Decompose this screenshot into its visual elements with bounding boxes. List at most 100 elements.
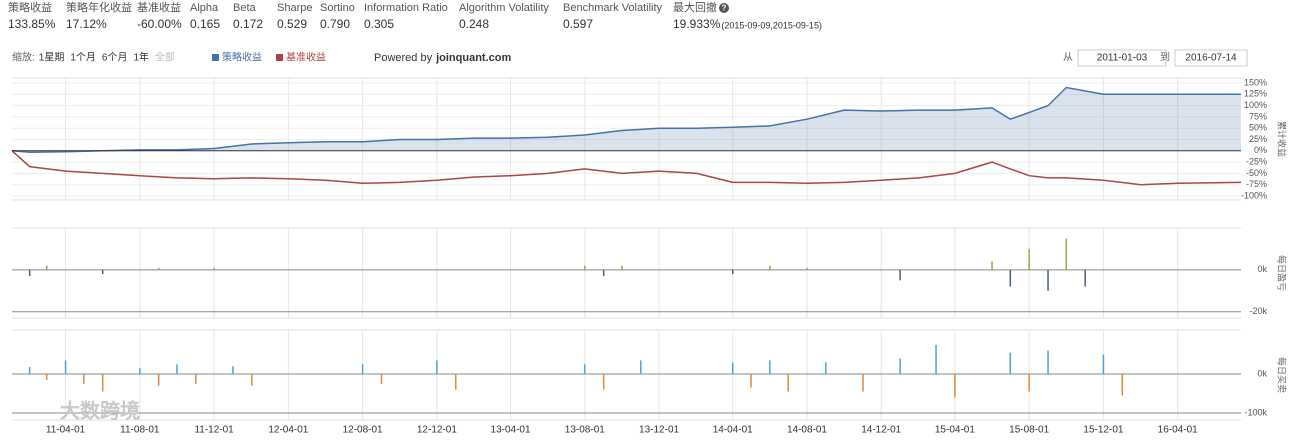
bar <box>1028 374 1030 392</box>
line <box>11 150 1242 186</box>
zoom-option[interactable]: 1星期 <box>39 52 65 64</box>
bar <box>455 374 457 390</box>
metric-value: 17.12% <box>66 17 107 31</box>
bar <box>787 374 789 392</box>
to-label: 到 <box>1160 52 1170 64</box>
y-tick-label: -100k <box>1244 407 1267 417</box>
bar <box>101 269 104 275</box>
bar <box>602 374 605 390</box>
bar <box>899 358 901 375</box>
from-date[interactable]: 2011-01-03 <box>1097 53 1148 64</box>
metric-value: 0.172 <box>233 17 263 31</box>
metric-value: 133.85% <box>8 17 56 31</box>
bar <box>1084 269 1086 287</box>
x-tick-label: 12-08-01 <box>343 425 383 436</box>
powered-by: Powered by <box>374 52 433 64</box>
y-tick-label: 0k <box>1257 264 1267 274</box>
x-tick-label: 11-08-01 <box>120 425 160 436</box>
bar <box>157 267 160 270</box>
bar <box>436 360 438 375</box>
bar <box>45 374 48 380</box>
bar <box>935 344 937 375</box>
x-tick-label: 12-04-01 <box>268 425 308 436</box>
bar <box>176 364 178 375</box>
metric-label: Algorithm Volatility <box>459 2 549 14</box>
metric-label: Alpha <box>190 2 219 14</box>
y-tick-label: -75% <box>1246 179 1267 189</box>
x-tick-label: 15-12-01 <box>1083 425 1123 436</box>
bar <box>862 374 864 392</box>
metric-value: 0.305 <box>364 17 394 31</box>
bar <box>1009 352 1012 375</box>
zoom-option[interactable]: 6个月 <box>102 52 128 64</box>
bar <box>899 269 901 281</box>
y-axis-title: 每日盈亏 <box>1277 255 1288 291</box>
bar <box>1047 269 1049 291</box>
bar <box>769 360 771 375</box>
x-tick-label: 16-04-01 <box>1158 425 1198 436</box>
powered-site: joinquant.com <box>435 52 511 64</box>
bar <box>195 374 197 384</box>
x-tick-label: 14-04-01 <box>713 425 753 436</box>
metric-period: (2015-09-09,2015-09-15) <box>721 20 822 30</box>
bar <box>731 269 734 275</box>
bar <box>825 362 827 375</box>
y-tick-label: 0% <box>1254 145 1267 155</box>
metric-value: -60.00% <box>137 17 182 31</box>
zoom-option[interactable]: 全部 <box>155 51 175 64</box>
bar <box>28 269 31 277</box>
metric-label: Benchmark Volatility <box>563 2 663 14</box>
metric-value: 0.529 <box>277 17 307 31</box>
bar <box>991 261 993 270</box>
legend-label[interactable]: 策略收益 <box>222 51 262 64</box>
y-tick-label: 75% <box>1249 111 1267 121</box>
watermark: 大数跨境 <box>60 398 140 422</box>
metric-label: Sharpe <box>277 2 312 14</box>
bar <box>621 265 623 270</box>
bar <box>602 269 605 277</box>
date-box[interactable] <box>1174 49 1248 67</box>
help-icon-mark: ? <box>722 4 727 13</box>
y-tick-label: -50% <box>1246 168 1267 178</box>
x-tick-label: 13-04-01 <box>491 425 531 436</box>
x-tick-label: 15-04-01 <box>935 425 975 436</box>
legend-label[interactable]: 基准收益 <box>286 51 326 64</box>
bar <box>1009 269 1012 287</box>
metric-label: 策略收益 <box>8 0 52 14</box>
date-box[interactable] <box>1077 49 1167 67</box>
x-tick-label: 12-12-01 <box>417 425 457 436</box>
metric-value: 0.790 <box>320 17 350 31</box>
x-tick-label: 15-08-01 <box>1009 425 1049 436</box>
bar <box>1102 354 1105 375</box>
y-tick-label: 100% <box>1244 100 1267 110</box>
metric-label: 策略年化收益 <box>66 0 132 14</box>
metric-value: 0.248 <box>459 17 489 31</box>
bar <box>380 374 383 384</box>
bar <box>584 265 586 270</box>
x-tick-label: 14-08-01 <box>787 425 827 436</box>
bar <box>361 364 364 375</box>
legend-swatch <box>276 54 283 61</box>
metric-value: 0.165 <box>190 17 220 31</box>
legend-swatch <box>212 54 219 61</box>
bar <box>101 374 104 392</box>
y-tick-label: 25% <box>1249 134 1267 144</box>
y-tick-label: 125% <box>1244 89 1267 99</box>
y-axis-title: 每日买卖 <box>1277 357 1288 393</box>
bar <box>750 374 752 388</box>
bar <box>806 267 808 270</box>
zoom-option[interactable]: 1年 <box>133 51 149 64</box>
y-tick-label: -20k <box>1249 306 1267 316</box>
zoom-label: 缩放: <box>12 51 35 64</box>
help-icon <box>719 3 729 13</box>
bar <box>731 362 734 375</box>
y-tick-label: 0k <box>1257 368 1267 378</box>
to-date[interactable]: 2016-07-14 <box>1185 53 1237 64</box>
y-tick-label: 150% <box>1244 77 1267 87</box>
metric-label: 最大回撤 <box>673 0 717 14</box>
zoom-option[interactable]: 1个月 <box>70 52 96 64</box>
metric-value: 0.597 <box>563 17 593 31</box>
line <box>11 86 1241 153</box>
bar <box>954 374 956 398</box>
y-tick-label: 50% <box>1249 123 1267 133</box>
